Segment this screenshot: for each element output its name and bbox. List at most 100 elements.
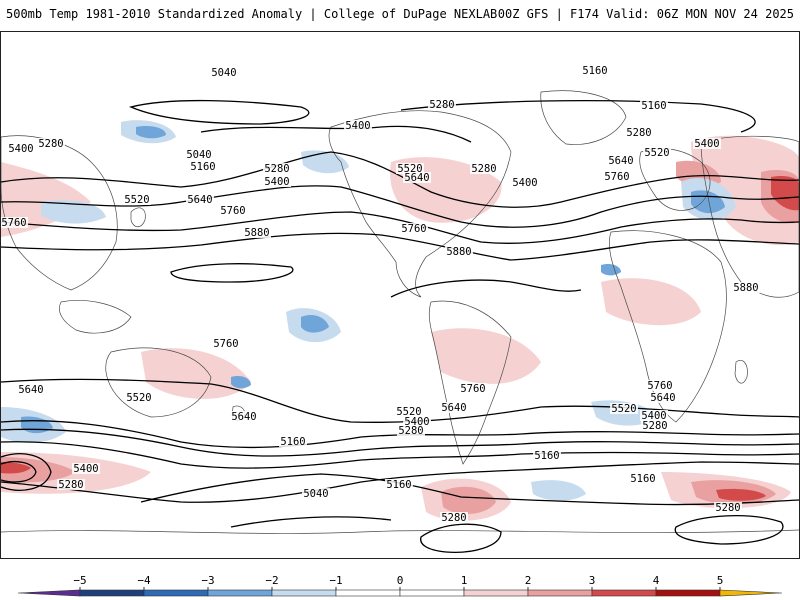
coastline-europe: [639, 148, 711, 211]
contour-label: 5280: [642, 420, 667, 432]
anomaly-colorbar: −5 −4 −3 −2 −1 0 1 2 3 4 5: [0, 568, 800, 600]
contour-5400-a: [1, 151, 799, 208]
anomaly-intense-warm: [771, 175, 799, 211]
colorbar-band: [399, 589, 465, 597]
contour-label-bg: [646, 380, 674, 391]
contour-label: 5160: [386, 479, 411, 491]
contour-label-bg: [440, 512, 468, 523]
contour-5280-south-ring: [674, 515, 784, 545]
contour-label: 5760: [220, 205, 245, 217]
contour-label-bg: [397, 425, 425, 436]
colorbar-graphic: −5 −4 −3 −2 −1 0 1 2 3 4 5: [17, 574, 783, 597]
contour-label-bg: [385, 479, 413, 490]
contour-label: 5280: [471, 163, 496, 175]
contour-closed-low-inner: [1, 461, 37, 483]
colorbar-tick-label: 3: [589, 574, 596, 587]
contour-label-bg: [610, 403, 638, 414]
contour-label: 5640: [187, 194, 212, 206]
contour-5040-north: [128, 99, 310, 125]
coastline-south-america: [428, 300, 512, 465]
coastline-africa: [608, 230, 727, 423]
contour-label-bg: [581, 65, 609, 76]
contour-label: 5760: [460, 383, 485, 395]
contour-label-bg: [440, 402, 468, 413]
contour-label: 5280: [715, 502, 740, 514]
contour-label-bg: [344, 120, 372, 131]
contour-label: 5280: [398, 425, 423, 437]
contour-label: 5520: [124, 194, 149, 206]
contour-label: 5160: [280, 436, 305, 448]
contour-label: 5160: [630, 473, 655, 485]
contour-label-bg: [470, 163, 498, 174]
contour-5640-a: [1, 211, 799, 244]
contour-label-bg: [445, 246, 473, 257]
colorbar-band: [207, 589, 273, 597]
contour-label: 5640: [650, 392, 675, 404]
contour-label-bg: [7, 143, 35, 154]
contour-5760-a: [1, 232, 799, 261]
coastline-antarctica: [1, 529, 799, 534]
contour-label-bg: [511, 177, 539, 188]
contour-5880-b: [390, 279, 582, 298]
contour-label-bg: [396, 163, 424, 174]
height-contours: [1, 99, 799, 553]
contour-label-bg: [219, 205, 247, 216]
colorbar-band: [17, 589, 81, 597]
contour-label: 5280: [626, 127, 651, 139]
colorbar-tick-label: −3: [201, 574, 214, 587]
anomaly-warm-region: [431, 328, 541, 384]
contour-label: 5400: [8, 143, 33, 155]
contour-label-bg: [732, 282, 760, 293]
colorbar-band: [143, 589, 209, 597]
colorbar-tick-label: 4: [653, 574, 660, 587]
contour-label-bg: [1, 217, 28, 228]
coastline-north-america: [328, 110, 512, 298]
contour-label-bg: [693, 138, 721, 149]
contour-label-bg: [714, 502, 742, 513]
contour-label: 5640: [404, 172, 429, 184]
contour-label: 5760: [213, 338, 238, 350]
contour-label-bg: [125, 392, 153, 403]
anomaly-strong-cool: [231, 375, 251, 389]
contour-label-bg: [649, 392, 677, 403]
contour-label-bg: [212, 338, 240, 349]
contour-5280-south: [1, 461, 799, 503]
contour-label-bg: [72, 463, 100, 474]
contour-label-bg: [302, 488, 330, 499]
contour-label: 5760: [1, 217, 26, 229]
contour-closed-low: [1, 453, 52, 491]
colorbar-tick-label: −4: [137, 574, 151, 587]
colorbar-band: [335, 589, 401, 597]
contour-label: 5880: [446, 246, 471, 258]
colorbar-band: [527, 589, 593, 597]
contour-label: 5040: [211, 67, 236, 79]
contour-label-bg: [210, 67, 238, 78]
anomaly-strong-cool: [601, 263, 621, 276]
contour-label: 5880: [244, 227, 269, 239]
contour-label-bg: [533, 450, 561, 461]
contour-label-bg: [607, 155, 635, 166]
colorbar-band: [271, 589, 337, 597]
contour-label: 5040: [186, 149, 211, 161]
contour-label: 5640: [18, 384, 43, 396]
coastline-madagascar: [734, 360, 748, 384]
contour-label-bg: [403, 172, 431, 183]
colorbar-tick-label: 1: [461, 574, 468, 587]
colorbar-tick-label: 0: [397, 574, 404, 587]
colorbar-tick-label: −5: [73, 574, 86, 587]
contour-label: 5520: [644, 147, 669, 159]
contour-5400-south: [1, 441, 799, 469]
anomaly-warm-region: [691, 135, 799, 246]
colorbar-band: [719, 589, 783, 597]
contour-5520-a: [1, 185, 799, 228]
anomaly-cool-region: [531, 480, 586, 501]
anomaly-strong-cool: [301, 315, 329, 333]
anomaly-warm-region: [141, 348, 251, 399]
map-header: 500mb Temp 1981-2010 Standardized Anomal…: [0, 0, 800, 28]
map-panel: 5040 5160 5160 5280 5280 5400 5400 5280 5040 5160…: [0, 31, 800, 559]
contour-label-bg: [57, 479, 85, 490]
contour-label-bg: [603, 171, 631, 182]
colorbar-band: [79, 589, 145, 597]
contour-label: 5760: [604, 171, 629, 183]
